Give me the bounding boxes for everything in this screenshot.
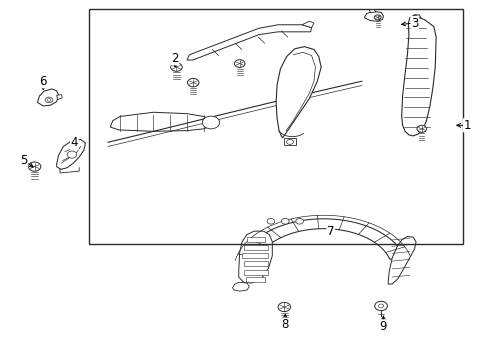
Circle shape [45,97,53,103]
Circle shape [374,15,380,20]
Polygon shape [232,282,249,291]
Text: 3: 3 [410,17,417,30]
Polygon shape [284,138,295,145]
Text: 7: 7 [326,225,334,238]
Text: 1: 1 [463,119,470,132]
Circle shape [187,78,199,87]
Circle shape [202,116,219,129]
Polygon shape [245,277,264,282]
Text: 5: 5 [20,154,28,167]
Circle shape [170,63,182,71]
Polygon shape [243,261,268,266]
Polygon shape [57,95,62,100]
Polygon shape [244,270,267,275]
Text: 9: 9 [379,320,386,333]
Text: 4: 4 [70,136,78,149]
Circle shape [266,219,274,224]
Circle shape [281,219,288,224]
Text: 6: 6 [40,75,47,88]
Polygon shape [242,253,268,258]
Bar [89,9,462,243]
Circle shape [28,162,41,171]
Text: 2: 2 [171,52,179,65]
Polygon shape [238,231,272,283]
Circle shape [374,301,386,311]
Polygon shape [302,21,313,28]
Polygon shape [186,25,311,60]
Circle shape [295,219,303,224]
Text: 8: 8 [281,318,288,331]
Polygon shape [246,237,264,242]
Polygon shape [364,12,383,21]
Polygon shape [38,89,59,106]
Circle shape [416,125,426,132]
Polygon shape [276,47,321,138]
Polygon shape [368,10,376,12]
Polygon shape [401,15,435,136]
Polygon shape [241,219,404,263]
Polygon shape [387,237,415,284]
Polygon shape [57,139,85,170]
Polygon shape [110,112,211,131]
Polygon shape [243,244,267,249]
Circle shape [234,60,244,67]
Circle shape [278,302,290,312]
Circle shape [67,151,77,158]
